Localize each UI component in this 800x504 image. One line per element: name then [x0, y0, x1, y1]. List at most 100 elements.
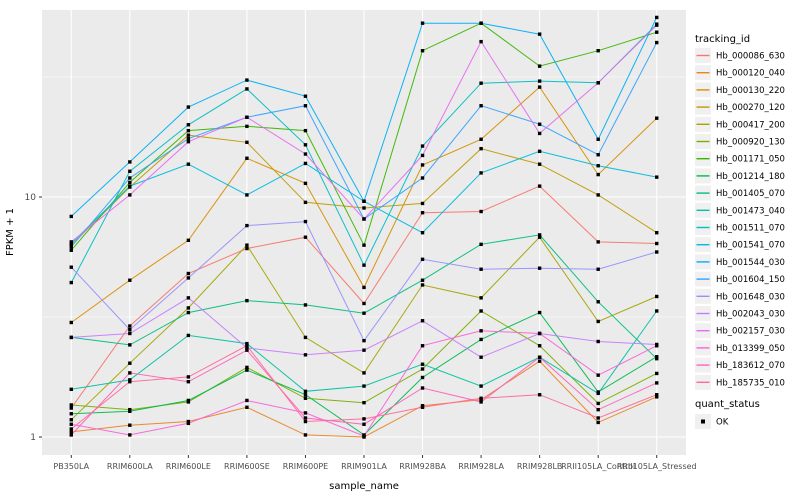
- data-point: [303, 393, 308, 397]
- data-point: [479, 137, 483, 141]
- data-point: [303, 200, 308, 205]
- legend-item: Hb_001214_180: [695, 168, 785, 184]
- legend-item-label: Hb_001171_050: [716, 155, 785, 165]
- data-point: [537, 85, 542, 89]
- legend-title-tracking-id: tracking_id: [695, 34, 750, 45]
- data-point: [303, 219, 308, 224]
- data-point: [655, 371, 659, 376]
- data-point: [596, 172, 600, 177]
- data-point: [303, 419, 308, 424]
- data-point: [245, 344, 249, 348]
- legend-item: Hb_000120_040: [695, 65, 785, 81]
- legend-item-label: Hb_000120_040: [716, 69, 785, 79]
- data-point: [303, 181, 308, 186]
- data-point: [186, 133, 191, 137]
- data-point: [245, 346, 249, 350]
- data-point: [537, 184, 542, 188]
- data-point: [362, 422, 366, 426]
- legend-item: Hb_000270_120: [695, 99, 785, 115]
- data-point: [245, 246, 249, 251]
- legend-item-label: Hb_001214_180: [716, 172, 785, 182]
- data-point: [128, 361, 132, 365]
- data-point: [596, 339, 600, 344]
- data-point: [128, 193, 132, 197]
- x-tick-label: RRIM928BA: [399, 462, 446, 471]
- data-point: [596, 319, 600, 324]
- legend-item: Hb_185735_010: [695, 374, 785, 390]
- data-point: [69, 422, 73, 426]
- data-point: [655, 250, 659, 254]
- data-point: [128, 433, 132, 437]
- data-point: [69, 387, 73, 392]
- data-point: [596, 373, 600, 377]
- data-point: [479, 355, 483, 359]
- data-point: [537, 266, 542, 270]
- data-point: [186, 136, 191, 141]
- data-point: [69, 406, 73, 410]
- data-point: [362, 371, 366, 375]
- data-point: [362, 400, 366, 405]
- data-point: [69, 214, 73, 219]
- data-point: [245, 115, 249, 119]
- data-point: [655, 355, 659, 359]
- data-point: [186, 296, 191, 300]
- data-point: [186, 238, 191, 243]
- data-point: [537, 162, 542, 166]
- data-point: [128, 343, 132, 347]
- legend-item: Hb_001405_070: [695, 185, 785, 201]
- legend-item-label: Hb_013399_050: [716, 344, 785, 354]
- data-point: [245, 243, 249, 247]
- legend-item-label: Hb_001511_070: [716, 224, 785, 234]
- data-point: [420, 319, 425, 323]
- data-point: [69, 248, 73, 252]
- data-point: [479, 396, 483, 400]
- legend-item: Hb_001541_070: [695, 237, 785, 253]
- data-point: [596, 164, 600, 168]
- legend-item: Hb_001171_050: [695, 151, 785, 167]
- data-point: [420, 367, 425, 371]
- data-point: [655, 15, 659, 20]
- data-point: [186, 375, 191, 379]
- data-point: [362, 301, 366, 306]
- legend-item-label: Hb_001473_040: [716, 206, 785, 216]
- data-point: [655, 30, 659, 34]
- data-point: [303, 94, 308, 98]
- data-point: [245, 365, 249, 370]
- data-point: [479, 104, 483, 108]
- data-point: [245, 405, 249, 409]
- data-point: [245, 223, 249, 228]
- data-point: [420, 257, 425, 262]
- data-point: [303, 433, 308, 437]
- data-point: [537, 393, 542, 397]
- data-point: [479, 337, 483, 342]
- x-tick-label: RRIM600PE: [283, 462, 329, 471]
- y-tick-label: 10: [25, 193, 37, 203]
- data-point: [420, 176, 425, 180]
- data-point: [303, 353, 308, 357]
- legend-item: Hb_000920_130: [695, 134, 785, 149]
- data-point: [362, 263, 366, 267]
- data-point: [303, 411, 308, 415]
- data-point: [69, 335, 73, 340]
- data-point: [362, 217, 366, 221]
- data-point: [128, 278, 132, 282]
- data-point: [186, 105, 191, 109]
- data-point: [596, 48, 600, 53]
- legend-item: Hb_000417_200: [695, 116, 785, 132]
- data-point: [303, 303, 308, 307]
- data-point: [479, 209, 483, 214]
- data-point: [537, 359, 542, 363]
- data-point: [303, 416, 308, 420]
- x-tick-label: RRII105LA_Control: [561, 462, 635, 471]
- data-point: [186, 128, 191, 133]
- legend-item: Hb_001473_040: [695, 202, 785, 218]
- x-tick-label: RRII105LA_Stressed: [617, 462, 697, 471]
- y-tick-label: 1: [30, 433, 36, 443]
- data-point: [245, 368, 249, 372]
- data-point: [69, 430, 73, 434]
- data-point: [479, 296, 483, 300]
- legend-item-quant: OK: [695, 414, 729, 429]
- data-point: [655, 393, 659, 397]
